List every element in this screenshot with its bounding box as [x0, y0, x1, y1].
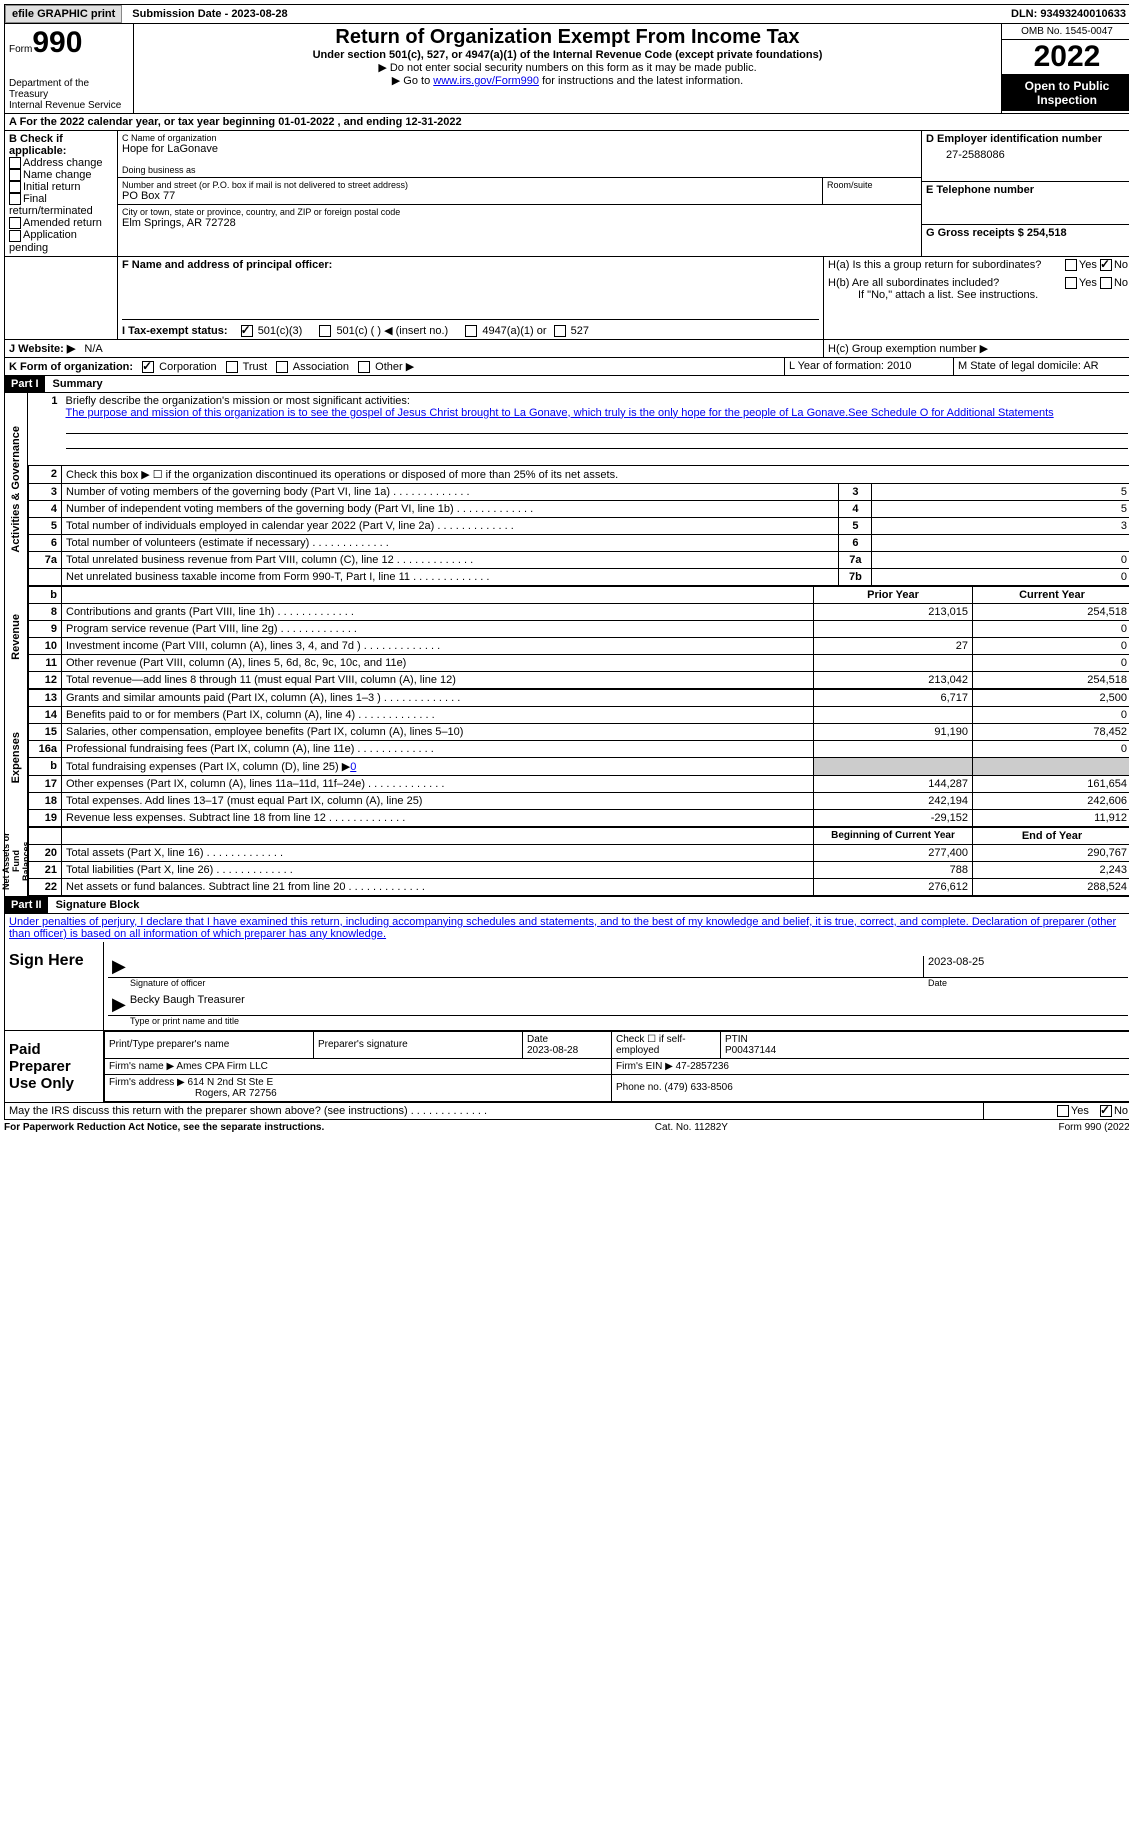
side-rev: Revenue — [8, 610, 24, 664]
chk-name-change[interactable]: Name change — [9, 169, 113, 181]
perjury-decl: Under penalties of perjury, I declare th… — [4, 914, 1129, 942]
website-row: J Website: ▶ N/A H(c) Group exemption nu… — [4, 340, 1129, 358]
may-irs-discuss: May the IRS discuss this return with the… — [4, 1103, 1129, 1120]
chk-501c[interactable]: 501(c) ( ) ◀ (insert no.) — [319, 325, 448, 337]
chk-trust[interactable]: Trust — [226, 361, 268, 373]
sign-here-block: Sign Here ▶ 2023-08-25 Signature of offi… — [4, 942, 1129, 1031]
ein: 27-2588086 — [926, 145, 1128, 161]
b-label: B Check if applicable: — [9, 133, 113, 157]
h-b-note: If "No," attach a list. See instructions… — [828, 289, 1128, 301]
city-label: City or town, state or province, country… — [122, 207, 917, 217]
e-phone-label: E Telephone number — [926, 184, 1128, 196]
chk-corp[interactable]: Corporation — [142, 361, 217, 373]
net-assets-section: Net Assets or Fund Balances Beginning of… — [4, 827, 1129, 897]
dln: DLN: 93493240010633 — [1005, 6, 1129, 22]
tax-year: 2022 — [1002, 40, 1129, 75]
f-label: F Name and address of principal officer: — [122, 259, 332, 271]
chk-final-return[interactable]: Final return/terminated — [9, 193, 113, 217]
h-a: H(a) Is this a group return for subordin… — [828, 259, 1128, 271]
chk-app-pending[interactable]: Application pending — [9, 229, 113, 253]
activities-governance: Activities & Governance 1 Briefly descri… — [4, 393, 1129, 586]
top-bar: efile GRAPHIC print Submission Date - 20… — [4, 4, 1129, 24]
chk-527[interactable]: 527 — [554, 325, 589, 337]
g-gross-receipts: G Gross receipts $ 254,518 — [926, 227, 1067, 239]
j-label: J Website: ▶ — [9, 343, 75, 355]
chk-501c3[interactable]: 501(c)(3) — [241, 325, 303, 337]
paid-preparer-block: Paid Preparer Use Only Print/Type prepar… — [4, 1031, 1129, 1103]
part-ii-header: Part IISignature Block — [4, 897, 1129, 914]
c-name-label: C Name of organization — [122, 133, 917, 143]
city: Elm Springs, AR 72728 — [122, 217, 917, 229]
side-ag: Activities & Governance — [8, 422, 24, 557]
arrow-icon: ▶ — [108, 994, 130, 1015]
irs-link[interactable]: www.irs.gov/Form990 — [433, 75, 539, 87]
form-title: Return of Organization Exempt From Incom… — [140, 26, 995, 49]
l-year: L Year of formation: 2010 — [785, 358, 954, 375]
i-label: I Tax-exempt status: — [122, 325, 228, 337]
h-c: H(c) Group exemption number ▶ — [828, 343, 988, 355]
chk-amended[interactable]: Amended return — [9, 217, 113, 229]
submission-date: Submission Date - 2023-08-28 — [126, 6, 293, 22]
part-i-header: Part ISummary — [4, 376, 1129, 393]
street: PO Box 77 — [122, 190, 818, 202]
org-name: Hope for LaGonave — [122, 143, 917, 155]
revenue-section: Revenue bPrior YearCurrent Year 8Contrib… — [4, 586, 1129, 689]
side-exp: Expenses — [8, 728, 24, 787]
mission-text: The purpose and mission of this organiza… — [66, 407, 1054, 419]
expenses-section: Expenses 13Grants and similar amounts pa… — [4, 689, 1129, 827]
form-note1: ▶ Do not enter social security numbers o… — [140, 61, 995, 74]
omb-number: OMB No. 1545-0047 — [1002, 24, 1129, 40]
form-note2: ▶ Go to www.irs.gov/Form990 for instruct… — [140, 74, 995, 87]
dba-label: Doing business as — [122, 165, 917, 175]
street-label: Number and street (or P.O. box if mail i… — [122, 180, 818, 190]
open-to-public: Open to Public Inspection — [1002, 75, 1129, 111]
dept-treasury: Department of the Treasury Internal Reve… — [9, 78, 129, 111]
h-b: H(b) Are all subordinates included? Yes … — [828, 277, 1128, 289]
chk-initial-return[interactable]: Initial return — [9, 181, 113, 193]
officer-block: F Name and address of principal officer:… — [4, 257, 1129, 340]
chk-other[interactable]: Other ▶ — [358, 361, 414, 373]
side-na: Net Assets or Fund Balances — [0, 827, 33, 896]
header: Form990 Department of the Treasury Inter… — [4, 24, 1129, 114]
form-number: Form990 — [9, 26, 129, 60]
k-l-m-row: K Form of organization: Corporation Trus… — [4, 358, 1129, 376]
chk-4947[interactable]: 4947(a)(1) or — [465, 325, 546, 337]
chk-assoc[interactable]: Association — [276, 361, 349, 373]
line-a: A For the 2022 calendar year, or tax yea… — [4, 114, 1129, 131]
efile-print-button[interactable]: efile GRAPHIC print — [5, 5, 122, 23]
d-ein-label: D Employer identification number — [926, 133, 1128, 145]
m-state: M State of legal domicile: AR — [954, 358, 1129, 375]
room-label: Room/suite — [827, 180, 917, 190]
website: N/A — [84, 343, 102, 355]
k-label: K Form of organization: — [9, 361, 133, 373]
arrow-icon: ▶ — [108, 956, 130, 977]
page-footer: For Paperwork Reduction Act Notice, see … — [4, 1120, 1129, 1133]
form-subtitle: Under section 501(c), 527, or 4947(a)(1)… — [140, 49, 995, 61]
entity-block: B Check if applicable: Address change Na… — [4, 131, 1129, 257]
chk-address-change[interactable]: Address change — [9, 157, 113, 169]
